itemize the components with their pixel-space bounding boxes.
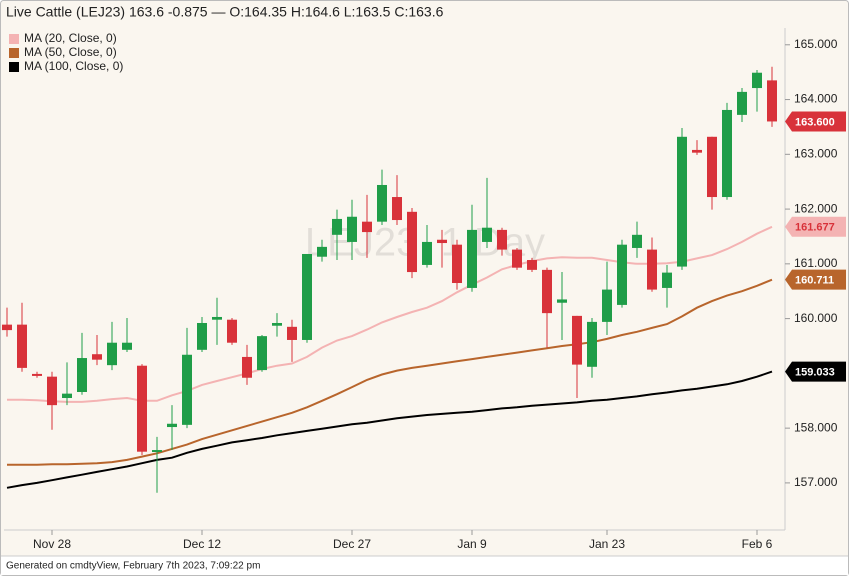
candle-body <box>212 316 222 320</box>
candle-body <box>317 246 327 257</box>
legend-swatch <box>9 34 19 44</box>
ma-line <box>7 225 773 403</box>
candle-body <box>482 227 492 242</box>
candle-body <box>197 322 207 350</box>
legend-label: MA (20, Close, 0) <box>24 31 117 45</box>
candle-body <box>617 244 627 305</box>
legend-label: MA (50, Close, 0) <box>24 45 117 59</box>
candle-body <box>347 216 357 242</box>
candle-body <box>92 354 102 360</box>
candle-body <box>107 342 117 366</box>
candle-body <box>437 239 447 244</box>
candle-body <box>467 229 477 288</box>
footer-text: Generated on cmdtyView, February 7th 202… <box>6 561 260 572</box>
y-tick-label: 163.000 <box>794 146 838 160</box>
candle-body <box>272 322 282 326</box>
candle-body <box>407 211 417 273</box>
candle-body <box>182 354 192 425</box>
y-tick-label: 157.000 <box>794 475 838 489</box>
y-tick-label: 162.000 <box>794 201 838 215</box>
candle-body <box>287 326 297 340</box>
candle-body <box>692 149 702 153</box>
candle-body <box>332 218 342 235</box>
legend-label: MA (100, Close, 0) <box>24 59 123 73</box>
legend-swatch <box>9 62 19 72</box>
candle-body <box>527 260 537 270</box>
candle-body <box>152 450 162 453</box>
y-tick-label: 161.000 <box>794 256 838 270</box>
candle-body <box>47 376 57 406</box>
candle-body <box>752 72 762 89</box>
y-tick-label: 165.000 <box>794 37 838 51</box>
candle-body <box>362 221 372 233</box>
candle-body <box>167 423 177 428</box>
y-tick-label: 164.000 <box>794 92 838 106</box>
candle-body <box>722 109 732 198</box>
price-tag <box>785 111 846 132</box>
candle-body <box>512 249 522 268</box>
y-tick-label: 160.000 <box>794 311 838 325</box>
candle-body <box>2 324 12 331</box>
ma-line <box>6 370 773 489</box>
candle-body <box>17 324 27 368</box>
candle-body <box>647 249 657 290</box>
y-tick-label: 158.000 <box>794 420 838 434</box>
ma-line <box>7 278 773 466</box>
price-tag <box>785 269 846 290</box>
candle-body <box>302 253 312 340</box>
candle-body <box>137 365 147 452</box>
x-tick-label: Feb 6 <box>742 537 773 551</box>
candle-body <box>737 91 747 115</box>
candle-body <box>662 272 672 288</box>
candle-body <box>572 315 582 365</box>
price-tag-label: 159.033 <box>795 366 835 378</box>
candle-body <box>707 136 717 198</box>
candle-body <box>767 80 777 122</box>
candle-body <box>32 373 42 376</box>
x-tick-label: Jan 9 <box>457 537 487 551</box>
candle-body <box>602 289 612 322</box>
x-tick-label: Nov 28 <box>33 537 71 551</box>
candle-body <box>542 269 552 314</box>
price-tag <box>785 361 846 382</box>
footer-background <box>1 556 848 575</box>
candle-body <box>452 244 462 284</box>
price-tag-label: 160.711 <box>795 275 834 287</box>
chart-title: Live Cattle (LEJ23) 163.6 -0.875 — O:164… <box>6 4 444 20</box>
candle-body <box>242 356 252 378</box>
candle-body <box>392 197 402 221</box>
candle-body <box>227 319 237 343</box>
candle-body <box>557 299 567 303</box>
candle-body <box>422 241 432 265</box>
candle-body <box>632 234 642 248</box>
candle-body <box>377 184 387 222</box>
candle-body <box>77 358 87 392</box>
candle-body <box>587 321 597 367</box>
price-tag-label: 163.600 <box>795 116 835 128</box>
candle-body <box>62 393 72 399</box>
candle-body <box>257 336 267 371</box>
x-tick-label: Dec 27 <box>333 537 371 551</box>
candle-body <box>122 342 132 350</box>
candle-body <box>497 229 507 250</box>
candle-body <box>677 136 687 267</box>
price-tag-label: 161.677 <box>795 222 835 234</box>
x-tick-label: Dec 12 <box>183 537 221 551</box>
x-tick-label: Jan 23 <box>589 537 625 551</box>
price-tag <box>785 216 846 237</box>
legend-swatch <box>9 48 19 58</box>
